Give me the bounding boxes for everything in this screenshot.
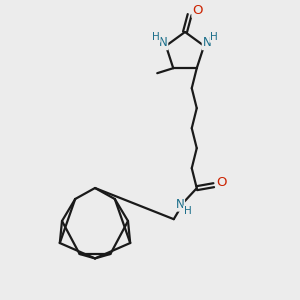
Text: N: N xyxy=(159,36,167,49)
Text: N: N xyxy=(202,36,211,49)
Text: O: O xyxy=(217,176,227,189)
Text: H: H xyxy=(184,206,192,216)
Text: N: N xyxy=(176,198,184,211)
Text: O: O xyxy=(192,4,203,17)
Text: H: H xyxy=(210,32,218,42)
Text: H: H xyxy=(152,32,160,42)
